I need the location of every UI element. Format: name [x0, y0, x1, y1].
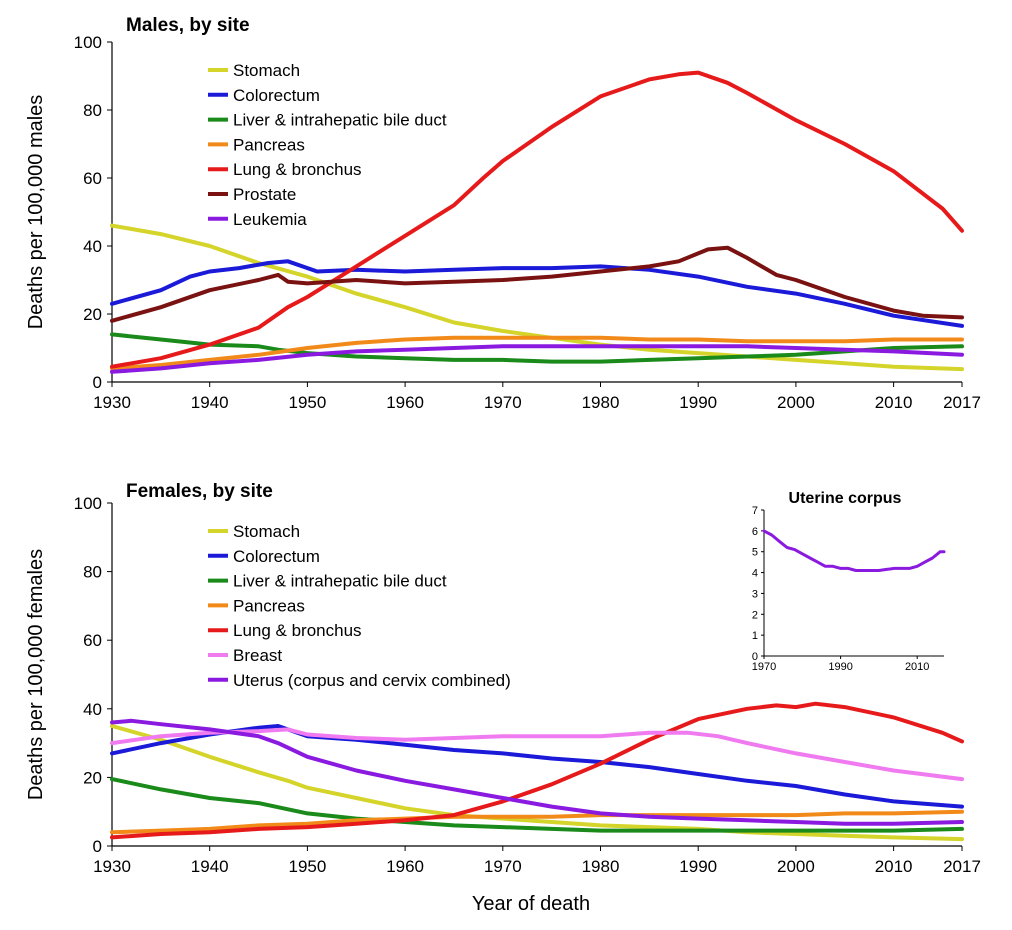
females-legend-label: Liver & intrahepatic bile duct	[233, 572, 447, 591]
females-series-line-breast	[110, 727, 964, 782]
inset-x-tick-label: 1990	[828, 661, 852, 673]
males-x-tick-label: 1980	[582, 393, 620, 412]
females-chart-title: Females, by site	[126, 481, 273, 502]
females-series-line-liver-intrahepatic-bile-duct	[110, 777, 964, 833]
females-x-tick-label: 1940	[191, 857, 229, 876]
females-y-tick-label: 100	[74, 494, 102, 513]
males-legend-label: Leukemia	[233, 210, 307, 229]
inset-y-tick-label: 0	[752, 651, 758, 663]
females-legend-label: Pancreas	[233, 596, 305, 615]
males-series-line-lung-bronchus	[110, 70, 964, 369]
females-x-tick-label: 2000	[777, 857, 815, 876]
females-x-tick-label: 1970	[484, 857, 522, 876]
males-y-axis-label: Deaths per 100,000 males	[25, 95, 47, 330]
females-x-tick-label: 1930	[93, 857, 131, 876]
inset-y-tick-label: 2	[752, 609, 758, 621]
males-series-line-prostate	[110, 245, 964, 323]
females-series-line-colorectum	[110, 724, 964, 809]
females-series-line-pancreas	[110, 809, 964, 835]
females-x-tick-label: 1960	[386, 857, 424, 876]
females-y-axis-label: Deaths per 100,000 females	[25, 549, 47, 800]
females-x-tick-label: 1950	[288, 857, 326, 876]
inset-y-tick-label: 6	[752, 526, 758, 538]
inset-x-tick-label: 1970	[752, 661, 776, 673]
females-y-tick-label: 20	[83, 768, 102, 787]
females-y-tick-label: 80	[83, 563, 102, 582]
males-x-tick-label: 2010	[875, 393, 913, 412]
males-series-line-colorectum	[110, 259, 964, 328]
males-x-tick-label: 2017	[943, 393, 981, 412]
males-x-tick-label: 2000	[777, 393, 815, 412]
males-y-tick-label: 0	[93, 373, 102, 392]
males-legend-label: Stomach	[233, 61, 300, 80]
inset-y-tick-label: 1	[752, 630, 758, 642]
males-y-tick-label: 20	[83, 305, 102, 324]
females-x-tick-label: 2017	[943, 857, 981, 876]
males-chart-title: Males, by site	[126, 15, 250, 36]
males-y-tick-label: 80	[83, 101, 102, 120]
inset-y-tick-label: 4	[752, 568, 758, 580]
females-legend-label: Stomach	[233, 522, 300, 541]
males-legend-label: Colorectum	[233, 86, 320, 105]
females-series-line-uterus-corpus-and-cervix-combined	[110, 718, 964, 826]
inset-y-tick-label: 3	[752, 588, 758, 600]
females-y-tick-label: 60	[83, 631, 102, 650]
males-x-tick-label: 1930	[93, 393, 131, 412]
males-x-tick-label: 1990	[679, 393, 717, 412]
females-legend-label: Uterus (corpus and cervix combined)	[233, 671, 511, 690]
females-y-tick-label: 0	[93, 837, 102, 856]
inset-y-tick-label: 5	[752, 547, 758, 559]
males-y-tick-label: 40	[83, 237, 102, 256]
males-legend-label: Lung & bronchus	[233, 160, 362, 179]
males-x-tick-label: 1940	[191, 393, 229, 412]
females-legend-label: Breast	[233, 646, 282, 665]
males-series-line-pancreas	[110, 335, 964, 371]
males-series-line-stomach	[110, 223, 964, 372]
males-x-tick-label: 1960	[386, 393, 424, 412]
x-axis-title: Year of death	[472, 893, 590, 915]
females-y-tick-label: 40	[83, 700, 102, 719]
females-x-tick-label: 1990	[679, 857, 717, 876]
inset-series-line-uterine-corpus	[762, 529, 946, 572]
males-legend-label: Pancreas	[233, 135, 305, 154]
females-x-tick-label: 1980	[582, 857, 620, 876]
inset-x-tick-label: 2010	[905, 661, 929, 673]
males-legend-label: Prostate	[233, 185, 296, 204]
females-x-tick-label: 2010	[875, 857, 913, 876]
males-y-tick-label: 60	[83, 169, 102, 188]
males-y-tick-label: 100	[74, 33, 102, 52]
males-series-line-liver-intrahepatic-bile-duct	[110, 332, 964, 364]
males-series-line-leukemia	[110, 344, 964, 374]
males-x-tick-label: 1970	[484, 393, 522, 412]
females-legend-label: Lung & bronchus	[233, 621, 362, 640]
females-legend-label: Colorectum	[233, 547, 320, 566]
females-series-line-lung-bronchus	[110, 701, 964, 840]
males-x-tick-label: 1950	[288, 393, 326, 412]
males-legend-label: Liver & intrahepatic bile duct	[233, 111, 447, 130]
inset-title: Uterine corpus	[789, 490, 902, 507]
inset-y-tick-label: 7	[752, 505, 758, 517]
